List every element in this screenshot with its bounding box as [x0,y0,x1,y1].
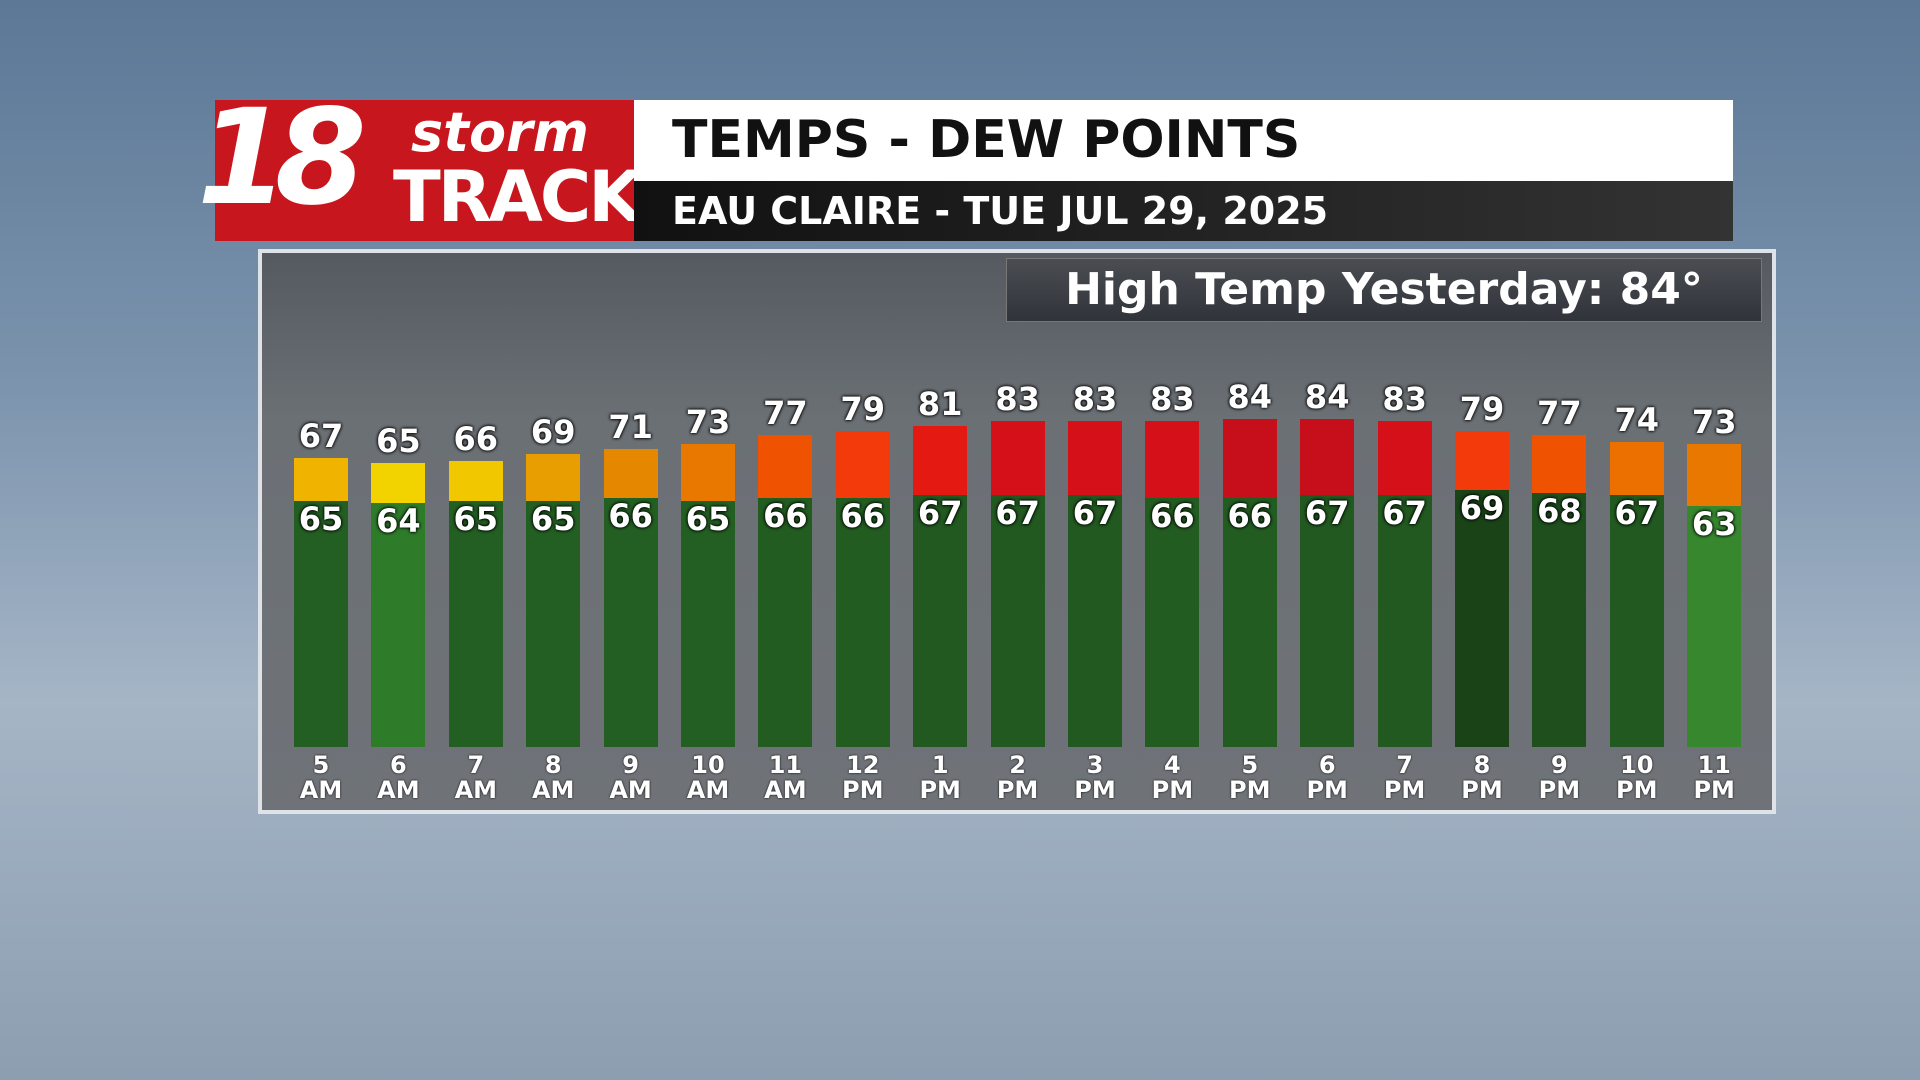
value-label: 84 [1227,378,1273,416]
x-tick-label: 11 PM [1693,751,1735,804]
chart-title: TEMPS - DEW POINTS [634,100,1733,181]
value-label: 65 [685,499,731,538]
x-tick-label: 11 AM [764,751,807,804]
value-label: 66 [840,497,886,535]
dew-point-bar [1300,495,1355,747]
value-label: 66 [1227,497,1273,535]
logo-word: storm [411,101,589,164]
x-tick-label: 6 AM [377,751,420,804]
x-tick-label: 6 PM [1306,751,1348,804]
x-tick-label: 1 PM [919,751,961,804]
x-tick-label: 2 PM [996,751,1039,804]
x-tick-label: 5 AM [299,751,343,804]
value-label: 67 [1304,494,1350,533]
dew-point-bar [1068,495,1122,747]
value-label: 67 [1382,494,1427,533]
value-label: 73 [685,403,731,442]
value-label: 69 [1459,489,1505,527]
value-label: 66 [1150,497,1195,535]
value-label: 77 [763,394,808,433]
dew-point-bar [1687,506,1742,747]
value-label: 84 [1304,378,1350,416]
x-tick-label: 12 PM [842,751,884,804]
logo: 18 storm TRACK [197,92,642,241]
value-label: 65 [376,422,421,460]
dew-point-bar [294,500,348,747]
value-label: 66 [608,497,653,535]
value-label: 73 [1691,403,1737,442]
value-label: 67 [995,494,1040,533]
dew-point-bar [1609,495,1664,747]
value-label: 83 [995,380,1040,419]
logo-number: 18 [197,81,367,235]
value-label: 71 [608,408,653,447]
value-label: 74 [1614,401,1660,440]
logo-word: TRACK [393,156,642,238]
dew-point-bar [681,500,735,747]
x-tick-label: 9 AM [609,751,652,804]
value-label: 83 [1382,380,1427,419]
value-label: 67 [1072,494,1118,533]
x-tick-label: 10 PM [1616,751,1658,804]
dew-point-bar [913,495,968,747]
value-label: 77 [1537,394,1582,433]
x-tick-label: 7 PM [1383,751,1426,804]
value-label: 65 [530,499,576,538]
x-tick-label: 5 PM [1229,751,1271,804]
dew-point-bar [1455,490,1509,747]
value-label: 79 [1459,389,1505,428]
value-label: 67 [298,417,344,456]
dew-point-bar [371,503,426,747]
x-tick-label: 4 PM [1151,751,1194,804]
dew-point-bar [448,500,503,747]
dew-point-bar [603,498,658,747]
x-tick-label: 10 AM [686,751,730,804]
value-label: 64 [376,502,421,541]
dew-point-bar [1222,498,1277,747]
x-tick-label: 9 PM [1538,751,1581,804]
value-label: 65 [298,499,344,538]
x-tick-label: 8 PM [1461,751,1503,804]
value-label: 63 [1691,505,1737,543]
value-label: 69 [530,412,576,451]
annotation: High Temp Yesterday: 84° [1006,258,1762,322]
dew-point-bar [1377,495,1432,747]
value-label: 83 [1072,380,1118,419]
value-label: 67 [917,494,963,533]
dew-point-bar [990,495,1045,747]
dew-point-bar [526,500,581,747]
value-label: 79 [840,389,886,428]
x-tick-label: 3 PM [1074,751,1116,804]
chart-subtitle: EAU CLAIRE - TUE JUL 29, 2025 [634,181,1733,241]
value-label: 81 [917,384,963,423]
dew-point-bar [1145,498,1200,747]
value-label: 66 [453,419,499,458]
dew-point-bar [1532,492,1587,747]
dew-point-bar [758,498,813,747]
value-label: 68 [1537,491,1582,530]
value-label: 65 [453,499,499,538]
dew-point-bar [835,498,890,747]
value-label: 67 [1614,494,1660,533]
value-label: 66 [763,497,808,535]
x-tick-label: 7 AM [454,751,498,804]
value-label: 83 [1150,380,1195,419]
x-tick-label: 8 AM [531,751,575,804]
